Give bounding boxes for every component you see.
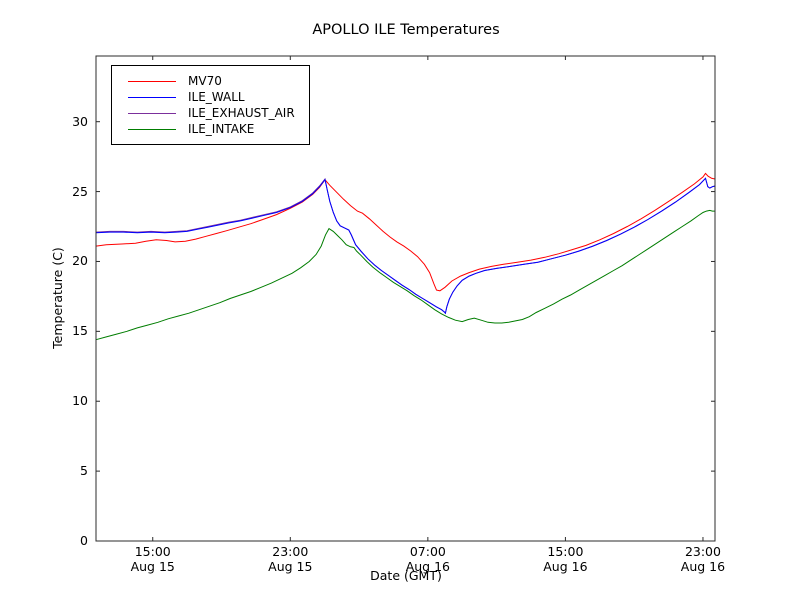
x-axis-label: Date (GMT) bbox=[370, 568, 442, 583]
x-tick-date: Aug 15 bbox=[130, 559, 175, 574]
series-line-ile_intake bbox=[95, 209, 715, 341]
y-tick-label: 0 bbox=[80, 533, 88, 548]
legend-item-label: ILE_INTAKE bbox=[188, 122, 255, 136]
series-line-ile_wall bbox=[95, 177, 716, 315]
x-tick-time: 15:00 bbox=[134, 544, 171, 559]
legend-line-swatch bbox=[128, 96, 176, 98]
x-tick-date: Aug 16 bbox=[680, 559, 726, 574]
x-tick-time: 23:00 bbox=[272, 544, 309, 559]
x-tick-label: 23:00 Aug 16 bbox=[658, 544, 748, 574]
legend-line-swatch bbox=[128, 80, 176, 82]
legend-line-swatch bbox=[128, 112, 176, 114]
legend: MV70 ILE_WALL ILE_EXHAUST_AIR ILE_INTAKE bbox=[111, 65, 310, 145]
legend-item-label: MV70 bbox=[188, 74, 222, 88]
y-tick-label: 30 bbox=[72, 113, 88, 129]
y-tick-label: 25 bbox=[72, 183, 88, 199]
legend-item: ILE_INTAKE bbox=[128, 121, 295, 137]
y-tick-label: 10 bbox=[72, 393, 88, 409]
y-tick-label: 20 bbox=[72, 253, 88, 269]
y-tick-label: 15 bbox=[72, 323, 88, 339]
x-tick-time: 15:00 bbox=[547, 544, 584, 559]
legend-item: ILE_EXHAUST_AIR bbox=[128, 105, 295, 121]
y-tick-label: 5 bbox=[80, 463, 88, 479]
x-tick-label: 23:00 Aug 15 bbox=[245, 544, 335, 574]
legend-item: MV70 bbox=[128, 73, 295, 89]
x-tick-date: Aug 15 bbox=[268, 559, 313, 574]
legend-line-swatch bbox=[128, 128, 176, 130]
legend-item-label: ILE_WALL bbox=[188, 90, 245, 104]
x-tick-label: 15:00 Aug 15 bbox=[108, 544, 198, 574]
series-line-mv70 bbox=[95, 172, 716, 292]
x-tick-date: Aug 16 bbox=[405, 559, 450, 574]
x-tick-label: 15:00 Aug 16 bbox=[520, 544, 610, 574]
x-tick-date: Aug 16 bbox=[543, 559, 588, 574]
legend-item: ILE_WALL bbox=[128, 89, 295, 105]
x-tick-time: 07:00 bbox=[409, 544, 446, 559]
series-line-ile_exhaust_air bbox=[95, 177, 716, 315]
x-tick-time: 23:00 bbox=[684, 544, 721, 559]
axes-frame bbox=[95, 55, 716, 542]
chart-title: APOLLO ILE Temperatures bbox=[312, 22, 500, 38]
x-tick-label: 07:00 Aug 16 bbox=[383, 544, 473, 574]
y-axis-label: Temperature (C) bbox=[50, 247, 65, 349]
legend-item-label: ILE_EXHAUST_AIR bbox=[188, 106, 295, 120]
